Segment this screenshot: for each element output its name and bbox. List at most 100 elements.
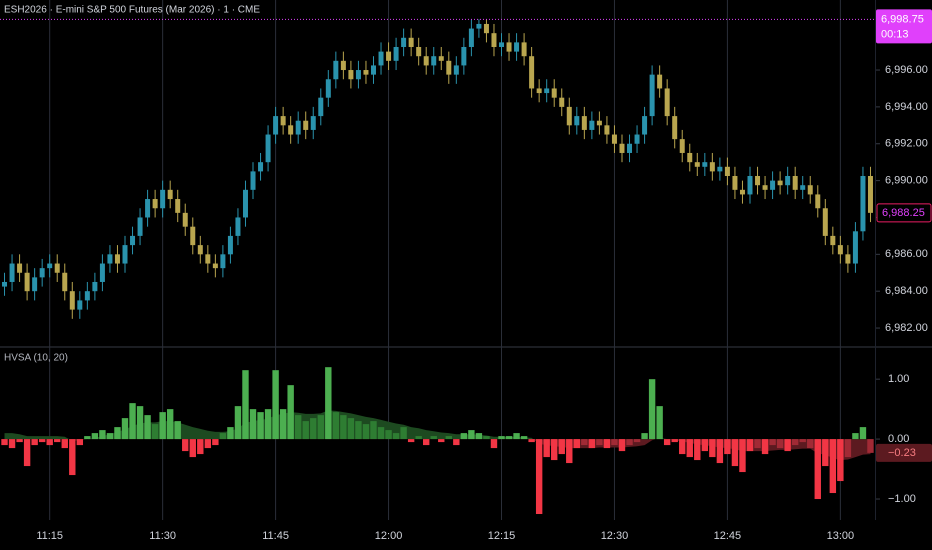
candle-body [250,171,256,190]
marker-label-box [876,9,932,44]
candle-body [438,56,444,61]
candle-body [845,254,851,264]
candle-body [24,272,30,292]
histogram-bar [385,430,392,440]
candle-body [785,176,791,186]
histogram-bar [867,439,874,453]
candle-body [634,134,640,144]
histogram-bar [709,439,716,458]
y-tick-label: 0.00 [888,433,909,445]
histogram-bar [701,439,709,452]
histogram-bar [731,439,739,467]
candle-body [642,116,648,135]
candle-body [370,65,376,75]
histogram-bar [317,415,324,440]
candle-body [867,176,873,213]
histogram-bar [151,424,159,440]
candle-body [559,97,565,107]
histogram-bar [430,436,437,440]
histogram-bar [302,421,309,440]
candle-body [152,199,158,209]
candle-body [416,46,422,57]
candle-body [265,134,271,163]
x-tick-label: 11:15 [36,530,63,542]
histogram-bar [106,433,114,440]
candle-body [310,116,316,130]
candle-body [589,120,595,130]
candle-body [461,46,467,66]
candle-body [702,162,708,167]
histogram-bar [159,412,166,440]
indicator-pane [1,367,874,515]
candle-body [574,116,580,126]
candle-body [39,268,45,278]
candle-body [491,33,497,47]
candle-body [777,180,783,186]
candle-body [54,263,60,273]
histogram-bar [844,439,852,458]
histogram-bar [445,436,452,440]
histogram-bar [543,439,550,458]
candle-body [514,42,520,52]
histogram-bar [716,439,724,464]
histogram-bar [611,439,618,446]
candle-body [69,291,75,310]
candle-body [190,226,196,246]
y-tick-label: 1.00 [888,373,909,385]
histogram-bar [490,439,498,449]
chart-title: ESH2026 · E-mini S&P 500 Futures (Mar 20… [4,5,260,16]
candle-body [47,263,53,269]
histogram-bar [837,439,844,482]
histogram-bar [54,439,61,443]
histogram-bar [679,439,686,455]
histogram-bar [249,409,257,440]
histogram-bar [219,433,227,440]
histogram-bar [663,439,671,446]
last-value-label: −0.23 [888,447,916,459]
average-area [4,410,871,440]
candle-body [739,189,745,195]
y-tick-label: 6,984.00 [885,285,928,297]
histogram-bar [581,439,588,446]
histogram-bar [46,439,53,446]
y-tick-label: 6,994.00 [885,101,928,113]
candle-body [453,65,459,75]
x-tick-label: 12:00 [375,530,403,542]
candle-body [378,51,384,66]
candle-body [649,74,655,117]
histogram-bar [279,409,287,440]
candle-body [566,106,572,126]
histogram-bar [483,436,490,440]
candle-body [242,189,248,218]
indicator-title: HVSA (10, 20) [4,353,68,364]
y-tick-label: 6,982.00 [885,322,928,334]
candle-body [258,162,264,172]
histogram-bar [626,439,633,446]
histogram-bar [234,406,242,440]
candle-body [800,185,806,190]
histogram-bar [197,439,204,455]
histogram-bar [174,421,181,440]
histogram-bar [182,439,189,452]
x-tick-label: 11:45 [262,530,289,542]
candle-body [333,60,339,80]
histogram-bar [400,427,407,440]
histogram-bar [362,424,370,440]
candle-body [694,162,700,167]
candle-body [596,120,602,126]
histogram-bar [136,406,144,440]
histogram-bar [370,421,377,440]
histogram-bar [423,439,430,446]
candle-body [318,97,324,117]
histogram-bar [588,439,596,449]
candle-body [355,70,361,80]
histogram-bar [121,418,129,440]
candle-body [536,88,542,94]
histogram-bar [573,439,581,449]
y-tick-label: 6,986.00 [885,248,928,260]
candle-body [837,245,843,255]
candle-body [401,37,407,47]
candle-body [423,56,429,66]
histogram-bar [31,439,38,446]
